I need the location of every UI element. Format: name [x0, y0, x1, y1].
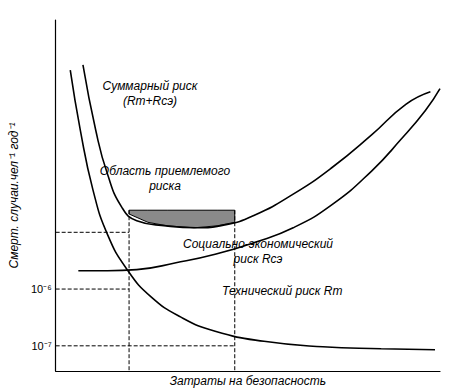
- svg-text:10⁻⁶: 10⁻⁶: [31, 283, 52, 295]
- svg-text:Область приемлемого: Область приемлемого: [100, 164, 231, 178]
- svg-text:(Rт+Rсэ): (Rт+Rсэ): [123, 94, 177, 108]
- svg-text:Затраты на безопасность: Затраты на безопасность: [170, 374, 326, 388]
- svg-text:10⁻⁷: 10⁻⁷: [31, 340, 51, 352]
- svg-text:Социально-экономический: Социально-экономический: [183, 237, 333, 251]
- svg-text:Технический риск Rт: Технический риск Rт: [222, 284, 342, 298]
- svg-text:риск Rсэ: риск Rсэ: [233, 252, 283, 266]
- svg-text:Суммарный риск: Суммарный риск: [103, 79, 199, 93]
- svg-text:Смерт. случаи.чел⁻¹ год⁻¹: Смерт. случаи.чел⁻¹ год⁻¹: [7, 123, 21, 269]
- svg-text:риска: риска: [148, 179, 181, 193]
